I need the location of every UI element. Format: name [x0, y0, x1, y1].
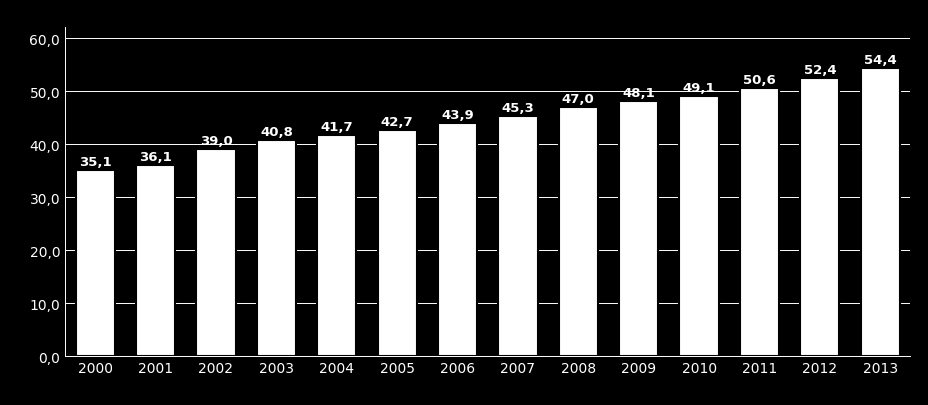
- Bar: [799, 79, 839, 356]
- Text: 40,8: 40,8: [260, 126, 292, 139]
- Bar: [196, 150, 236, 356]
- Text: 54,4: 54,4: [863, 53, 896, 66]
- Text: 49,1: 49,1: [682, 81, 715, 94]
- Bar: [618, 102, 658, 356]
- Bar: [75, 171, 115, 356]
- Text: 45,3: 45,3: [501, 102, 534, 115]
- Text: 48,1: 48,1: [622, 87, 654, 100]
- Text: 50,6: 50,6: [742, 74, 775, 87]
- Text: 41,7: 41,7: [320, 121, 353, 134]
- Bar: [437, 124, 477, 356]
- Bar: [135, 165, 175, 356]
- Text: 35,1: 35,1: [79, 156, 111, 168]
- Bar: [859, 68, 899, 356]
- Bar: [739, 89, 779, 356]
- Text: 47,0: 47,0: [561, 93, 594, 106]
- Text: 43,9: 43,9: [441, 109, 473, 122]
- Text: 36,1: 36,1: [139, 150, 172, 163]
- Bar: [256, 141, 296, 356]
- Text: 42,7: 42,7: [380, 115, 413, 128]
- Bar: [678, 97, 718, 356]
- Bar: [497, 117, 537, 356]
- Text: 52,4: 52,4: [803, 64, 835, 77]
- Bar: [377, 130, 417, 356]
- Text: 39,0: 39,0: [200, 135, 232, 148]
- Bar: [316, 136, 356, 356]
- Bar: [558, 108, 598, 356]
